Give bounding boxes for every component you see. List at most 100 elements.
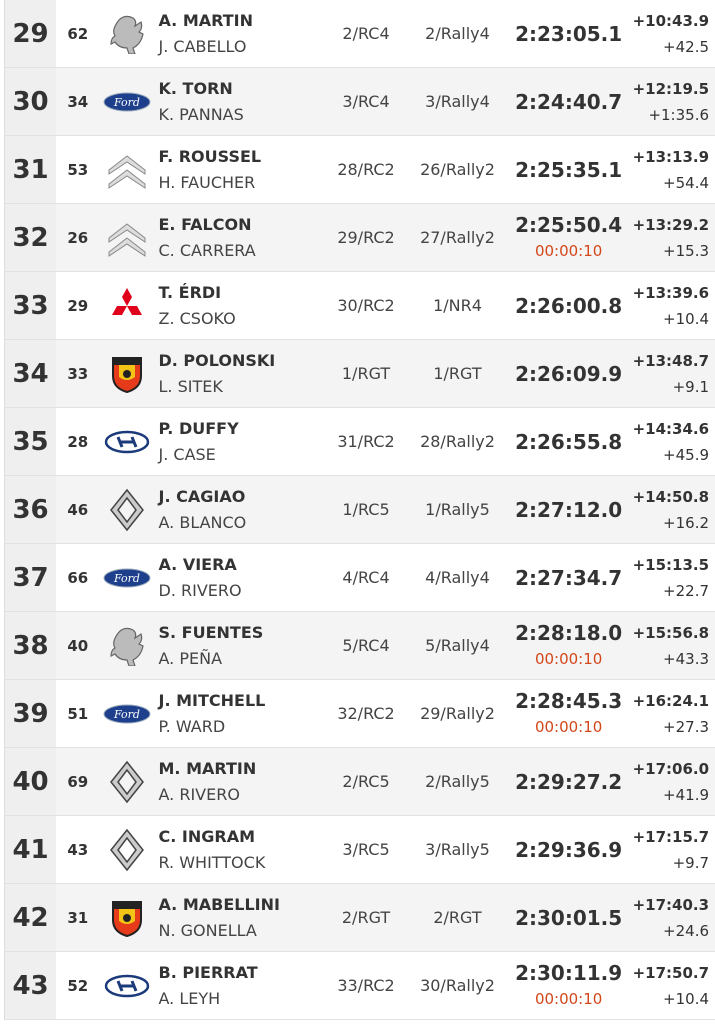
group-position: 27/Rally2 — [420, 228, 495, 247]
table-row[interactable]: 30 34 Ford K. TORN K. PANNAS 3/RC4 3/Ral… — [5, 68, 715, 136]
total-time: 2:25:50.4 — [515, 212, 623, 237]
driver-name[interactable]: F. ROUSSEL — [158, 146, 262, 166]
gap-to-first: +17:40.3 — [632, 895, 710, 914]
gap-to-previous: +15.3 — [663, 241, 710, 260]
citroen-logo-icon — [99, 150, 154, 190]
total-time: 2:24:40.7 — [515, 89, 623, 114]
car-number: 69 — [67, 772, 89, 791]
table-row[interactable]: 31 53 F. ROUSSEL H. FAUCHER 28/RC2 26/Ra… — [5, 136, 715, 204]
position: 42 — [5, 884, 57, 951]
position: 43 — [5, 952, 57, 1019]
table-row[interactable]: 37 66 Ford A. VIERA D. RIVERO 4/RC4 4/Ra… — [5, 544, 715, 612]
codriver-name: K. PANNAS — [158, 104, 244, 124]
total-time: 2:30:01.5 — [515, 905, 623, 930]
table-row[interactable]: 41 43 C. INGRAM R. WHITTOCK 3/RC5 3/Rall… — [5, 816, 715, 884]
codriver-name: J. CABELLO — [158, 36, 247, 56]
codriver-name: A. LEYH — [158, 988, 221, 1008]
driver-name[interactable]: S. FUENTES — [158, 622, 264, 642]
driver-name[interactable]: T. ÉRDI — [158, 282, 222, 302]
gap-to-previous: +10.4 — [663, 989, 710, 1008]
hyundai-logo-icon — [99, 966, 154, 1006]
driver-name[interactable]: A. MARTIN — [158, 10, 254, 30]
driver-name[interactable]: M. MARTIN — [158, 758, 257, 778]
codriver-name: N. GONELLA — [158, 920, 257, 940]
table-row[interactable]: 29 62 A. MARTIN J. CABELLO 2/RC4 2/Rally… — [5, 0, 715, 68]
codriver-name: A. PEÑA — [158, 648, 223, 668]
citroen-logo-icon — [99, 218, 154, 258]
abarth-logo-icon — [99, 898, 154, 938]
position: 41 — [5, 816, 57, 883]
gap-to-first: +10:43.9 — [632, 11, 710, 30]
table-row[interactable]: 35 28 P. DUFFY J. CASE 31/RC2 28/Rally2 … — [5, 408, 715, 476]
position: 35 — [5, 408, 57, 475]
table-row[interactable]: 36 46 J. CAGIAO A. BLANCO 1/RC5 1/Rally5… — [5, 476, 715, 544]
driver-name[interactable]: D. POLONSKI — [158, 350, 276, 370]
codriver-name: Z. CSOKO — [158, 308, 236, 328]
table-row[interactable]: 34 33 D. POLONSKI L. SITEK 1/RGT 1/RGT 2… — [5, 340, 715, 408]
car-number: 51 — [67, 704, 89, 723]
codriver-name: H. FAUCHER — [158, 172, 256, 192]
car-number: 29 — [67, 296, 89, 315]
total-time: 2:23:05.1 — [515, 21, 623, 46]
driver-name[interactable]: B. PIERRAT — [158, 962, 258, 982]
class-position: 2/RC4 — [342, 24, 390, 43]
class-position: 32/RC2 — [337, 704, 395, 723]
gap-to-first: +13:39.6 — [632, 283, 710, 302]
codriver-name: A. BLANCO — [158, 512, 247, 532]
position: 31 — [5, 136, 57, 203]
table-row[interactable]: 40 69 M. MARTIN A. RIVERO 2/RC5 2/Rally5… — [5, 748, 715, 816]
gap-to-previous: +54.4 — [663, 173, 710, 192]
table-row[interactable]: 43 52 B. PIERRAT A. LEYH 33/RC2 30/Rally… — [5, 952, 715, 1020]
class-position: 2/RC5 — [342, 772, 390, 791]
gap-to-previous: +16.2 — [663, 513, 710, 532]
driver-name[interactable]: J. CAGIAO — [158, 486, 246, 506]
group-position: 4/Rally4 — [425, 568, 490, 587]
table-row[interactable]: 33 29 T. ÉRDI Z. CSOKO 30/RC2 1/NR4 2:26… — [5, 272, 715, 340]
class-position: 1/RGT — [341, 364, 391, 383]
table-row[interactable]: 32 26 E. FALCON C. CARRERA 29/RC2 27/Ral… — [5, 204, 715, 272]
group-position: 2/RGT — [433, 908, 482, 927]
driver-name[interactable]: A. MABELLINI — [158, 894, 280, 914]
position: 40 — [5, 748, 57, 815]
hyundai-logo-icon — [99, 422, 154, 462]
gap-to-previous: +45.9 — [663, 445, 710, 464]
driver-name[interactable]: E. FALCON — [158, 214, 252, 234]
table-row[interactable]: 39 51 Ford J. MITCHELL P. WARD 32/RC2 29… — [5, 680, 715, 748]
car-number: 66 — [67, 568, 89, 587]
car-number: 43 — [67, 840, 89, 859]
gap-to-first: +14:50.8 — [632, 487, 710, 506]
group-position: 1/Rally5 — [425, 500, 490, 519]
table-row[interactable]: 38 40 S. FUENTES A. PEÑA 5/RC4 5/Rally4 … — [5, 612, 715, 680]
gap-to-first: +17:06.0 — [632, 759, 710, 778]
total-time: 2:27:12.0 — [515, 497, 623, 522]
gap-to-first: +14:34.6 — [632, 419, 710, 438]
class-position: 30/RC2 — [337, 296, 395, 315]
group-position: 26/Rally2 — [420, 160, 495, 179]
table-row[interactable]: 42 31 A. MABELLINI N. GONELLA 2/RGT 2/RG… — [5, 884, 715, 952]
renault-logo-icon — [99, 488, 154, 531]
position: 37 — [5, 544, 57, 611]
class-position: 33/RC2 — [337, 976, 395, 995]
driver-name[interactable]: A. VIERA — [158, 554, 237, 574]
class-position: 31/RC2 — [337, 432, 395, 451]
abarth-logo-icon — [99, 354, 154, 394]
driver-name[interactable]: J. MITCHELL — [158, 690, 266, 710]
position: 33 — [5, 272, 57, 339]
codriver-name: R. WHITTOCK — [158, 852, 266, 872]
driver-name[interactable]: K. TORN — [158, 78, 233, 98]
class-position: 4/RC4 — [342, 568, 390, 587]
position: 29 — [5, 0, 57, 67]
svg-text:Ford: Ford — [113, 572, 140, 585]
class-position: 1/RC5 — [342, 500, 390, 519]
driver-name[interactable]: P. DUFFY — [158, 418, 239, 438]
group-position: 30/Rally2 — [420, 976, 495, 995]
car-number: 28 — [67, 432, 89, 451]
svg-text:Ford: Ford — [113, 96, 140, 109]
car-number: 33 — [67, 364, 89, 383]
svg-text:Ford: Ford — [113, 708, 140, 721]
gap-to-previous: +42.5 — [663, 37, 710, 56]
gap-to-first: +17:50.7 — [632, 963, 710, 982]
renault-logo-icon — [99, 828, 154, 871]
ford-logo-icon: Ford — [99, 82, 154, 122]
driver-name[interactable]: C. INGRAM — [158, 826, 256, 846]
